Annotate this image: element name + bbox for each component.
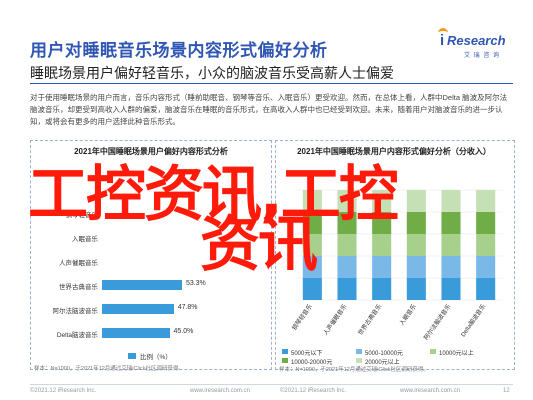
left-bar-value: 47.8% [177,304,198,311]
footer-left-site: www.iresearch.com.cn [190,388,251,394]
page-number: 12 [503,388,510,394]
right-bar-segment [302,212,322,234]
right-chart-title: 2021年中国睡眠场景用户内容形式偏好分析（分收入） [297,147,491,156]
right-bar-segment [406,234,426,256]
right-bar-segment [302,256,322,278]
right-bar-segment [337,234,357,256]
right-bar-segment [337,190,357,212]
right-bar-segment [441,212,461,234]
right-legend-swatch [430,349,436,354]
left-chart-note: 样本：N=1000，于2021年12月通过艾瑞iClick社区调研获得。 [34,366,184,372]
logo-swoosh-icon [438,28,448,38]
iresearch-logo: i Research 艾 瑞 咨 询 [438,28,520,59]
logo-subtitle: 艾 瑞 咨 询 [464,53,501,59]
right-legend-swatch [282,358,288,363]
right-bar-segment [372,256,392,278]
right-bar-segment [476,212,496,234]
left-bar-chart: 钢琴轻音乐入眠音乐人声催眠音乐 世界古典音乐 53.3% 阿尔法脑波音乐 47.8% De… [30,200,270,350]
right-bar-segment [441,256,461,278]
right-x-tick-label: 钢琴轻音乐 [290,303,314,332]
title-divider [30,83,513,84]
right-bar-segment [406,212,426,234]
footer-right-site: www.iresearch.com.cn [400,388,461,394]
body-paragraph: 对于使用睡眠场景的用户而言，音乐内容形式（睡前助眠音、钢琴等音乐、入眠音乐）更受… [30,93,508,126]
right-bar-segment [337,212,357,234]
left-bar-label: 世界古典音乐 [59,284,98,291]
right-bar-segment [441,278,461,300]
right-bar-segment [372,278,392,300]
left-bar [102,280,182,290]
left-legend-swatch [128,353,136,359]
right-bar-segment [372,190,392,212]
right-bar-segment [302,190,322,212]
right-legend-label: 20000元以上 [365,360,400,366]
right-x-tick-label: 世界古典音乐 [356,303,383,337]
logo-i: i [440,32,445,49]
right-bar-segment [406,278,426,300]
right-legend-swatch [282,349,288,354]
page-subtitle: 睡眠场景用户偏好轻音乐，小众的脑波音乐受高薪人士偏爱 [30,65,394,81]
right-bar-segment [302,278,322,300]
watermark-line2: 资讯 [200,210,318,280]
right-x-tick-label: Delta脑波音乐 [459,303,487,339]
left-bar-label: 阿尔法脑波音乐 [52,308,99,315]
right-bar-segment [337,256,357,278]
right-x-tick-label: 阿尔法脑波音乐 [422,303,453,342]
right-legend-swatch [356,358,362,363]
left-legend-label: 比例（%） [140,354,172,361]
right-legend-label: 5000元以下 [291,351,323,357]
right-legend-swatch [356,349,362,354]
footer-rule [30,384,513,385]
right-bar-segment [406,256,426,278]
right-bar-segment [476,278,496,300]
left-bar [102,304,174,314]
right-legend-label: 10000元以上 [439,351,474,357]
right-chart-note: 样本：N=1000，于2021年12月通过艾瑞iClick社区调研获得。 [279,367,429,373]
right-stacked-bar-chart: 钢琴轻音乐 人声催眠音乐 世界古典音乐 入眠音乐 阿尔法脑波音乐 Delta脑波音乐 [290,189,503,342]
left-bar [102,328,170,338]
right-bar-segment [372,212,392,234]
left-bar-label: 入眠音乐 [72,236,98,243]
left-bar-label: Delta脑波音乐 [56,332,98,339]
right-legend-label: 10000-20000元 [291,360,333,366]
left-bar-value: 45.0% [173,328,194,335]
right-bar-segment [372,234,392,256]
page-title: 用户对睡眠音乐场景内容形式偏好分析 [30,41,328,60]
logo-name: Research [447,33,506,48]
right-bar-segment [441,234,461,256]
right-bar-segment [302,234,322,256]
right-bar-segment [476,234,496,256]
right-x-tick-label: 人声催眠音乐 [321,303,348,337]
right-bar-segment [441,190,461,212]
right-bar-segment [476,256,496,278]
right-bar-segment [337,278,357,300]
left-bar-label: 钢琴轻音乐 [65,212,99,219]
footer-left-copyright: ©2021.12 iResearch Inc. [30,388,97,394]
left-bar-label: 人声催眠音乐 [59,260,98,267]
right-x-tick-label: 入眠音乐 [398,303,418,327]
right-bar-segment [476,190,496,212]
right-bar-segment [406,190,426,212]
left-chart-title: 2021年中国睡眠场景用户偏好内容形式分析 [74,147,228,156]
left-bar-value: 53.3% [185,280,206,287]
right-legend-label: 5000-10000元 [365,351,404,357]
right-legend: 5000元以下 5000-10000元 10000元以上 10000-20000元 20… [282,348,510,366]
watermark-line1: 工控资讯,工控 [28,160,399,230]
footer-right-copyright: ©2021.12 iResearch Inc. [280,388,347,394]
